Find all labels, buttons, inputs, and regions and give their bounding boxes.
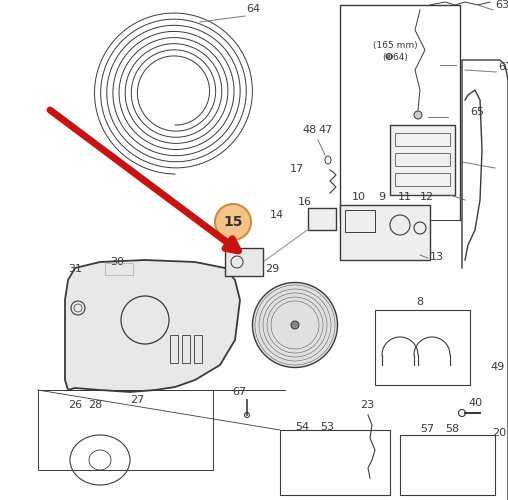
Bar bbox=[395, 133, 450, 146]
Text: 23: 23 bbox=[360, 400, 374, 410]
Text: 54: 54 bbox=[295, 422, 309, 432]
Text: 14: 14 bbox=[270, 210, 284, 220]
Text: 53: 53 bbox=[320, 422, 334, 432]
Text: 20: 20 bbox=[492, 428, 506, 438]
Ellipse shape bbox=[414, 111, 422, 119]
Text: 13: 13 bbox=[430, 252, 444, 262]
Bar bbox=[400, 435, 495, 495]
Text: 63: 63 bbox=[495, 0, 508, 10]
Ellipse shape bbox=[291, 321, 299, 329]
Text: 30: 30 bbox=[110, 257, 124, 267]
Bar bbox=[340, 205, 430, 260]
Polygon shape bbox=[65, 260, 240, 392]
Bar bbox=[182, 335, 190, 363]
Text: 40: 40 bbox=[468, 398, 482, 408]
Text: 31: 31 bbox=[68, 264, 82, 274]
Bar bbox=[375, 310, 470, 385]
Bar bbox=[395, 153, 450, 166]
Bar bbox=[308, 208, 336, 230]
Text: 58: 58 bbox=[445, 424, 459, 434]
Bar bbox=[38, 390, 213, 470]
Bar bbox=[225, 248, 263, 276]
Text: 11: 11 bbox=[398, 192, 412, 202]
Ellipse shape bbox=[252, 282, 337, 368]
Text: (➒64): (➒64) bbox=[382, 53, 408, 62]
Text: 48: 48 bbox=[302, 125, 316, 135]
Text: 8: 8 bbox=[417, 297, 424, 307]
Text: (165 mm): (165 mm) bbox=[373, 41, 417, 50]
Text: 27: 27 bbox=[130, 395, 144, 405]
Bar bbox=[194, 335, 202, 363]
Text: 47: 47 bbox=[318, 125, 332, 135]
Bar bbox=[280, 430, 390, 495]
Text: 28: 28 bbox=[88, 400, 102, 410]
Text: 64: 64 bbox=[246, 4, 260, 14]
Bar bbox=[395, 173, 450, 186]
Bar bbox=[345, 210, 375, 232]
Text: 49: 49 bbox=[490, 362, 504, 372]
Text: 29: 29 bbox=[265, 264, 279, 274]
Bar bbox=[390, 125, 455, 195]
Text: 61: 61 bbox=[498, 62, 508, 72]
Text: 57: 57 bbox=[420, 424, 434, 434]
Ellipse shape bbox=[215, 204, 251, 240]
Text: 65: 65 bbox=[470, 107, 484, 117]
Text: 17: 17 bbox=[290, 164, 304, 174]
Text: 10: 10 bbox=[352, 192, 366, 202]
Text: 16: 16 bbox=[298, 197, 312, 207]
Text: 9: 9 bbox=[378, 192, 385, 202]
Bar bbox=[170, 335, 178, 363]
Text: 12: 12 bbox=[420, 192, 434, 202]
Text: 67: 67 bbox=[232, 387, 246, 397]
Text: 26: 26 bbox=[68, 400, 82, 410]
Bar bbox=[105, 263, 133, 275]
Text: 15: 15 bbox=[223, 215, 243, 229]
